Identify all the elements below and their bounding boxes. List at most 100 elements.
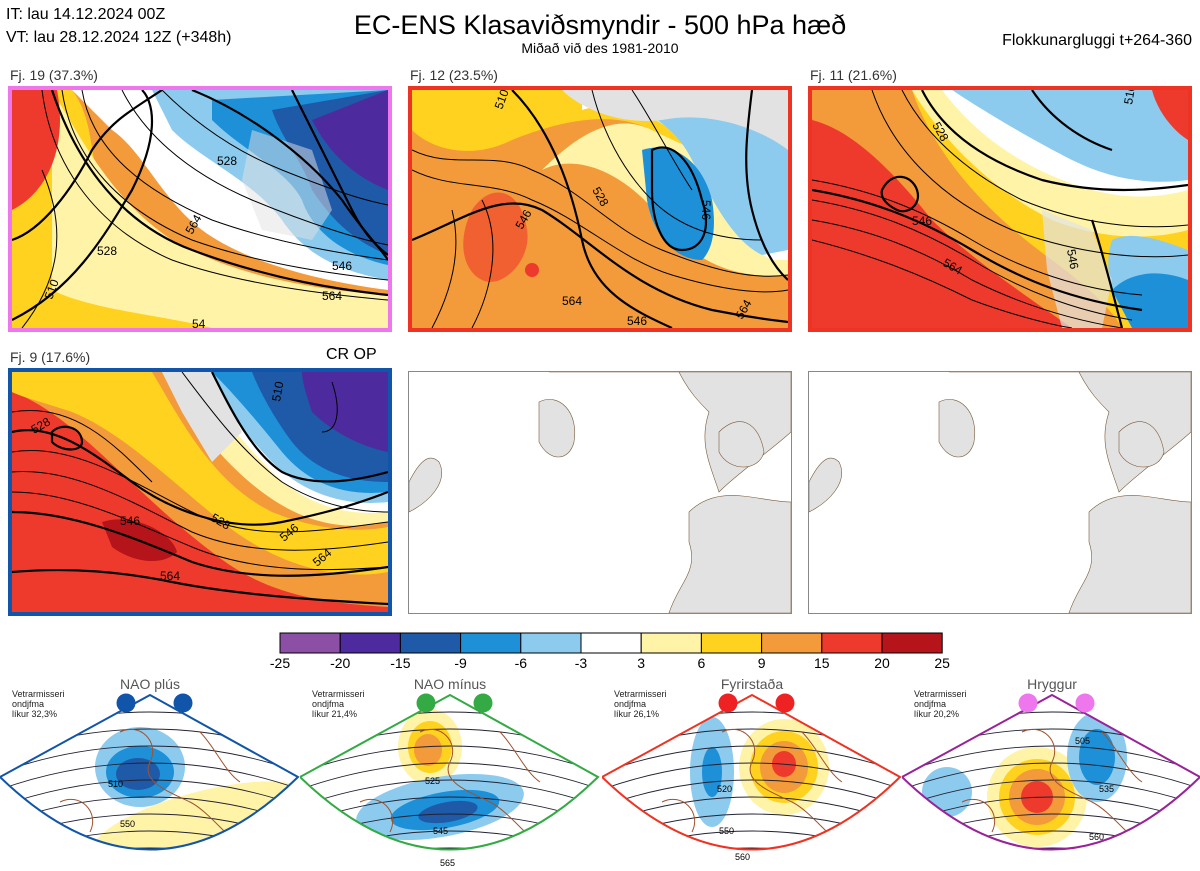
- height-contour: [902, 779, 1200, 811]
- height-contour: [300, 779, 598, 811]
- regime-marker-dot: [775, 693, 795, 713]
- regime-probability-note: Vetrarmisseri ondjfma líkur 21,4%: [312, 689, 365, 719]
- contour-label: 510: [269, 380, 286, 402]
- panel-label-1: Fj. 19 (37.3%): [10, 67, 98, 83]
- contour-label: 510: [1121, 90, 1138, 106]
- regime-map-3: 520 550 560: [602, 693, 902, 862]
- regime-title: NAO mínus: [413, 676, 487, 692]
- regime-probability-note: Vetrarmisseri ondjfma líkur 26,1%: [614, 689, 667, 719]
- cluster-map-1-chart: 528 564 564 528 546 510 54: [12, 90, 388, 328]
- colorbar-cells: [279, 632, 943, 654]
- cluster-map-2: 528 546 546 564 546 564 510: [408, 86, 792, 332]
- regime-contour-label: 525: [425, 776, 440, 786]
- colorbar-cell: [279, 632, 341, 654]
- anomaly-colorbar: [279, 632, 943, 654]
- colorbar-tick-label: 20: [874, 655, 890, 671]
- coastline: [661, 728, 853, 850]
- coastline: [359, 728, 551, 850]
- regime-marker-dot: [1075, 693, 1095, 713]
- empty-map-6: [808, 371, 1192, 614]
- regime-contour-label: 505: [1075, 736, 1090, 746]
- regime-map-1: 510 550: [0, 693, 300, 851]
- contour-label: 528: [217, 154, 237, 168]
- contour-label: 546: [627, 314, 647, 328]
- regime-contour-label: 565: [440, 858, 455, 867]
- colorbar-tick-label: -6: [514, 655, 528, 671]
- colorbar-cell: [700, 632, 763, 654]
- contour-label: 564: [562, 294, 582, 308]
- cluster-map-3: 528 546 564 546 510: [808, 86, 1192, 332]
- cluster-map-4: 528 546 564 528 546 564 510: [8, 368, 392, 616]
- colorbar-tick-label: -3: [574, 655, 588, 671]
- regime-title: Hryggur: [1027, 676, 1077, 692]
- anomaly-area: [702, 747, 722, 797]
- colorbar-cell: [520, 632, 582, 654]
- colorbar-cell: [339, 632, 401, 654]
- valid-time: VT: lau 28.12.2024 12Z (+348h): [6, 29, 232, 46]
- contour-label: 528: [97, 244, 117, 258]
- colorbar-tick-label: -25: [269, 655, 291, 671]
- classification-window: Flokkunargluggi t+264-360: [1002, 32, 1192, 49]
- cluster-map-3-chart: 528 546 564 546 510: [812, 90, 1188, 328]
- coastline: [961, 728, 1153, 850]
- height-contour: [0, 779, 298, 811]
- colorbar-tick-label: 15: [814, 655, 830, 671]
- colorbar-tick-label: 6: [697, 655, 706, 671]
- anomaly-area: [1022, 862, 1052, 867]
- colorbar-cell: [460, 632, 522, 654]
- regime-contour-label: 520: [717, 784, 732, 794]
- empty-map-5-land: [409, 372, 791, 613]
- regime-map-4: 505 535 560: [902, 693, 1200, 867]
- regime-probability-note: Vetrarmisseri ondjfma líkur 32,3%: [12, 689, 65, 719]
- regime-marker-dot: [1018, 693, 1038, 713]
- regime-contour-label: 545: [433, 826, 448, 836]
- anomaly-area: [1079, 729, 1115, 785]
- regime-border: [902, 693, 1200, 851]
- empty-map-6-land: [809, 372, 1191, 613]
- colorbar-tick-label: -9: [454, 655, 467, 671]
- regime-contour-label: 560: [735, 852, 750, 862]
- coastline: [59, 728, 251, 850]
- height-contour: [602, 779, 900, 811]
- panel-label-2: Fj. 12 (23.5%): [410, 67, 498, 83]
- height-contour: [902, 745, 1200, 777]
- contour-label: 546: [332, 259, 352, 273]
- panel-label-4: Fj. 9 (17.6%): [10, 349, 91, 365]
- regime-marker-dot: [116, 693, 136, 713]
- regime-border: [300, 693, 600, 851]
- colorbar-tick-label: 3: [637, 655, 646, 671]
- height-contour: [300, 745, 598, 777]
- regime-border: [602, 693, 902, 851]
- height-contour: [300, 847, 598, 850]
- colorbar-tick-label: -20: [330, 655, 351, 671]
- colorbar-tick-label: -15: [390, 655, 411, 671]
- regime-contour-label: 550: [120, 819, 135, 829]
- contour-label: 564: [160, 569, 180, 583]
- regime-contour-label: 550: [719, 826, 734, 836]
- colorbar-cell: [821, 632, 883, 654]
- anomaly-area: [418, 800, 478, 824]
- panel-label-3: Fj. 11 (21.6%): [810, 67, 897, 83]
- height-contour: [0, 847, 298, 850]
- regime-marker-dot: [416, 693, 436, 713]
- height-contour: [602, 847, 900, 850]
- colorbar-cell: [580, 632, 642, 654]
- colorbar-tick-label: 9: [757, 655, 766, 671]
- regime-contour-label: 510: [108, 779, 123, 789]
- cluster-map-1: 528 564 564 528 546 510 54: [8, 86, 392, 332]
- regime-marker-dot: [718, 693, 738, 713]
- control-run-tag: CR OP: [326, 346, 377, 363]
- regime-contour-label: 535: [1099, 784, 1114, 794]
- regime-marker-dot: [173, 693, 193, 713]
- cluster-map-2-chart: 528 546 546 564 546 564 510: [412, 90, 788, 328]
- contour-label: 546: [120, 514, 140, 528]
- contour-label: 54: [192, 317, 206, 328]
- colorbar-cell: [399, 632, 462, 654]
- colorbar-cell: [761, 632, 823, 654]
- colorbar-cell: [640, 632, 702, 654]
- contour-label: 510: [42, 277, 62, 301]
- empty-map-5: [408, 371, 792, 614]
- height-contour: [0, 745, 298, 777]
- init-time: IT: lau 14.12.2024 00Z: [6, 6, 166, 23]
- page-subtitle: Miðað við des 1981-2010: [521, 40, 679, 56]
